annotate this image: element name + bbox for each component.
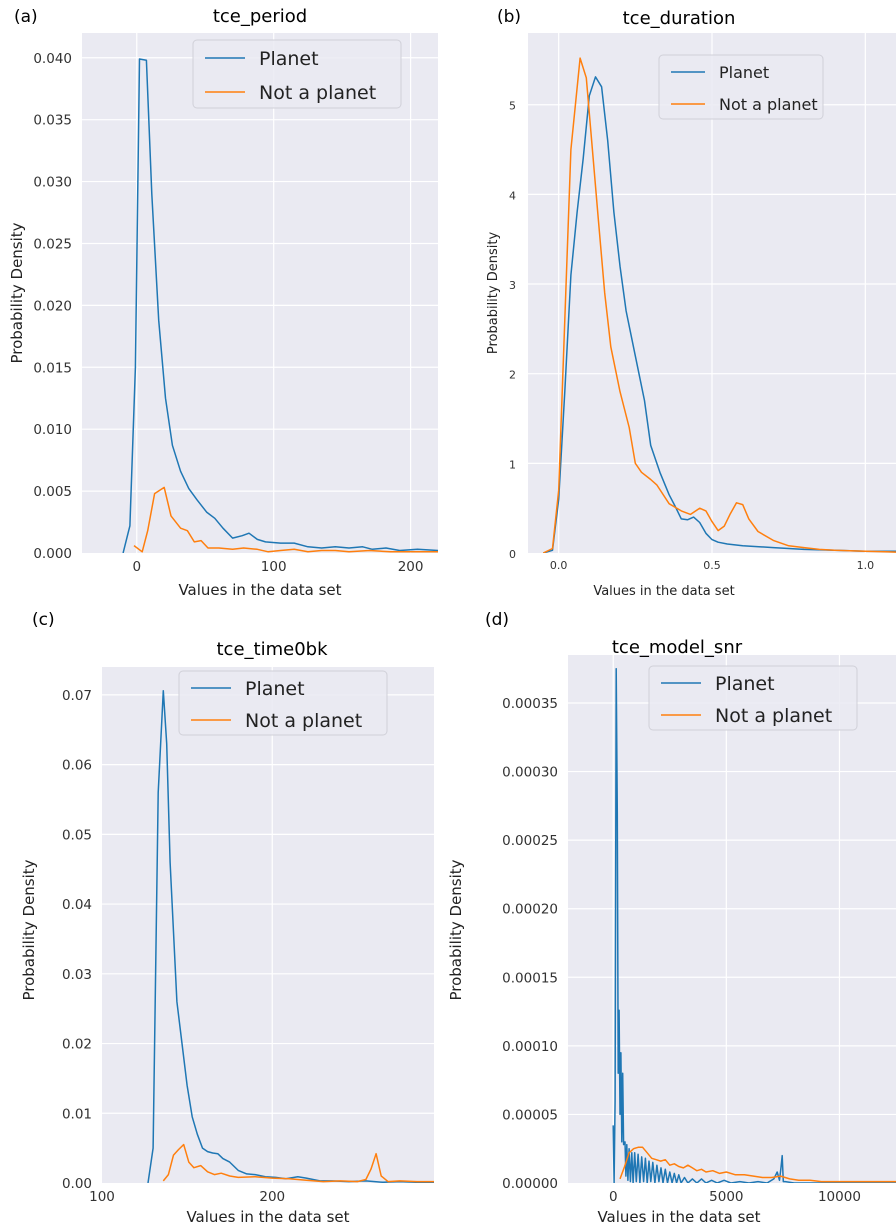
chart-title: tce_time0bk [217,639,329,660]
series-line-not-a-planet [162,1143,434,1183]
x-tick-label: 0 [609,1189,618,1205]
y-tick-label: 5 [509,100,516,113]
y-tick-label: 2 [509,369,516,382]
x-axis-label: Values in the data set [597,1208,760,1226]
legend-label: Planet [245,678,305,700]
y-tick-label: 0.04 [62,897,92,913]
y-axis-label: Probability Density [8,222,26,363]
y-tick-label: 0.03 [62,967,92,983]
panel-tce_model_snr: 0 5000 10000 0.00000 0.00005 0.00010 0.00015 0.… [447,610,896,1226]
legend-box [192,39,402,109]
x-tick-label: 0.0 [550,559,568,572]
y-tick-label: 0.02 [62,1037,92,1053]
y-tick-label: 0.040 [33,51,72,67]
y-tick-label: 0 [509,548,516,561]
legend-label: Not a planet [715,705,832,727]
series-line-not-a-planet [133,486,438,553]
y-axis-label: Probability Density [486,232,501,355]
chart-title: tce_duration [623,8,736,29]
x-tick-label: 5000 [709,1189,743,1205]
legend-label: Planet [715,673,775,695]
series-line-planet [543,76,896,553]
y-axis-label: Probability Density [20,859,38,1000]
panel-tce_time0bk: 100 200 0.00 0.01 0.02 0.03 0.04 0.05 0.06 0.07 Pl… [20,610,434,1226]
y-axis-label: Probability Density [447,859,465,1000]
y-tick-label: 0.025 [33,236,72,252]
y-tick-label: 0.00005 [502,1107,558,1123]
y-tick-label: 0.06 [62,758,92,774]
chart-title: tce_model_snr [612,637,743,658]
legend-box [178,670,388,736]
legend-box [658,54,824,120]
plot-area [82,33,438,553]
x-axis-label: Values in the data set [178,581,341,599]
x-tick-label: 200 [259,1189,285,1205]
y-tick-label: 0.000 [33,546,72,562]
legend-label: Not a planet [259,82,376,104]
y-tick-label: 0.00000 [502,1176,558,1192]
series-line-planet [122,58,438,553]
y-tick-label: 0.030 [33,175,72,191]
plot-area [102,667,434,1183]
y-tick-label: 0.01 [62,1106,92,1122]
x-tick-label: 0 [132,559,141,575]
panel-letter: (d) [485,610,509,630]
y-tick-label: 0.010 [33,422,72,438]
y-tick-label: 3 [509,279,516,292]
y-tick-label: 1 [509,458,516,471]
y-tick-label: 0.00010 [502,1039,558,1055]
x-tick-label: 10000 [818,1189,861,1205]
x-tick-label: 100 [261,559,287,575]
chart-title: tce_period [213,6,307,27]
legend-label: Planet [259,48,319,70]
y-tick-label: 0.05 [62,827,92,843]
series-line-not-a-planet [542,57,896,553]
x-axis-label: Values in the data set [593,584,734,599]
y-tick-label: 0.07 [62,688,92,704]
legend: Planet Not a planet [648,665,858,731]
panel-letter: (c) [32,610,55,630]
x-tick-label: 0.5 [703,559,721,572]
y-tick-label: 0.00 [62,1176,92,1192]
x-tick-label: 200 [398,559,424,575]
legend: Planet Not a planet [178,670,388,736]
y-tick-label: 4 [509,189,516,202]
y-tick-label: 0.015 [33,360,72,376]
series-line-planet [612,667,896,1183]
series-line-not-a-planet [619,1146,896,1183]
y-tick-label: 0.00015 [502,970,558,986]
y-tick-label: 0.00020 [502,902,558,918]
legend: Planet Not a planet [658,54,824,120]
panel-letter: (a) [14,7,38,27]
x-tick-label: 100 [89,1189,115,1205]
y-tick-label: 0.005 [33,484,72,500]
y-tick-label: 0.035 [33,113,72,129]
x-tick-label: 1.0 [857,559,875,572]
y-tick-label: 0.00035 [502,696,558,712]
legend-label: Not a planet [245,710,362,732]
legend-label: Not a planet [719,95,818,114]
legend: Planet Not a planet [192,39,402,109]
panel-tce_period: 0 100 200 0.000 0.005 0.010 0.015 0.020 0.025 0.0… [8,6,438,599]
y-tick-label: 0.00030 [502,765,558,781]
y-tick-label: 0.00025 [502,833,558,849]
legend-box [648,665,858,731]
panel-letter: (b) [497,7,521,27]
panel-tce_duration: 0.0 0.5 1.0 0 1 2 3 4 5 Planet Not a planet (b) tce_… [486,7,896,599]
y-tick-label: 0.020 [33,298,72,314]
legend-label: Planet [719,63,769,82]
x-axis-label: Values in the data set [186,1208,349,1226]
